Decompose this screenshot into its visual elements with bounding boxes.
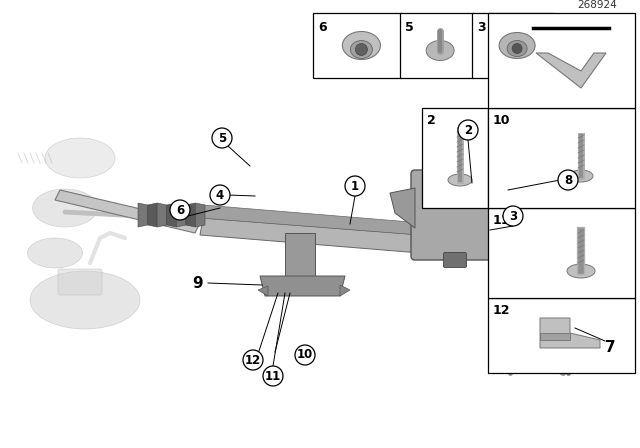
Polygon shape <box>200 205 423 235</box>
Text: 1: 1 <box>351 180 359 193</box>
Polygon shape <box>540 318 600 348</box>
Ellipse shape <box>33 189 97 227</box>
Circle shape <box>345 176 365 196</box>
Circle shape <box>458 120 478 140</box>
FancyBboxPatch shape <box>444 253 467 267</box>
Text: 8: 8 <box>564 173 572 186</box>
Polygon shape <box>420 198 431 225</box>
Bar <box>488 208 635 298</box>
Circle shape <box>210 185 230 205</box>
Circle shape <box>295 345 315 365</box>
Polygon shape <box>431 198 444 225</box>
Polygon shape <box>200 218 423 253</box>
Bar <box>488 108 635 208</box>
Polygon shape <box>148 203 157 227</box>
Ellipse shape <box>567 264 595 278</box>
Polygon shape <box>195 203 205 227</box>
Ellipse shape <box>28 238 83 268</box>
Text: 11: 11 <box>493 214 511 227</box>
Text: 2: 2 <box>464 124 472 137</box>
Circle shape <box>212 128 232 148</box>
FancyBboxPatch shape <box>411 170 514 260</box>
Circle shape <box>170 200 190 220</box>
Polygon shape <box>166 203 176 227</box>
Polygon shape <box>176 203 186 227</box>
Text: 4: 4 <box>216 189 224 202</box>
FancyBboxPatch shape <box>506 197 528 215</box>
Ellipse shape <box>569 170 593 182</box>
Polygon shape <box>285 233 315 278</box>
Text: 2: 2 <box>427 114 436 127</box>
Polygon shape <box>467 198 478 225</box>
Polygon shape <box>55 190 200 233</box>
Circle shape <box>243 350 263 370</box>
Polygon shape <box>390 188 415 228</box>
Bar <box>472 13 554 78</box>
Text: 6: 6 <box>176 203 184 216</box>
FancyBboxPatch shape <box>432 143 493 181</box>
Ellipse shape <box>45 138 115 178</box>
Text: 3: 3 <box>509 210 517 223</box>
Text: 3: 3 <box>477 21 486 34</box>
Bar <box>488 298 635 373</box>
Text: 11: 11 <box>265 370 281 383</box>
Text: 12: 12 <box>245 353 261 366</box>
Ellipse shape <box>351 40 372 59</box>
Text: 9: 9 <box>193 276 204 290</box>
Circle shape <box>512 43 522 53</box>
Ellipse shape <box>507 40 527 56</box>
Text: 10: 10 <box>297 349 313 362</box>
Polygon shape <box>340 285 350 296</box>
Ellipse shape <box>426 40 454 60</box>
FancyBboxPatch shape <box>58 269 102 295</box>
Polygon shape <box>260 276 345 296</box>
Text: 5: 5 <box>218 132 226 145</box>
Polygon shape <box>478 198 490 225</box>
Polygon shape <box>444 198 455 225</box>
Polygon shape <box>186 203 195 227</box>
Bar <box>422 108 488 208</box>
Bar <box>313 13 401 78</box>
Polygon shape <box>455 198 467 225</box>
Circle shape <box>503 206 523 226</box>
Text: 5: 5 <box>405 21 413 34</box>
Text: 12: 12 <box>493 304 511 317</box>
Text: 10: 10 <box>493 114 511 127</box>
Polygon shape <box>540 333 570 340</box>
Text: 7: 7 <box>605 340 615 356</box>
FancyBboxPatch shape <box>506 217 528 235</box>
Ellipse shape <box>342 31 380 60</box>
Text: 268924: 268924 <box>577 0 617 10</box>
Circle shape <box>355 43 367 56</box>
Polygon shape <box>258 286 268 296</box>
Bar <box>400 13 473 78</box>
Polygon shape <box>138 203 148 227</box>
Bar <box>488 13 635 108</box>
Ellipse shape <box>448 174 472 186</box>
Ellipse shape <box>30 271 140 329</box>
Polygon shape <box>536 53 606 88</box>
Ellipse shape <box>499 33 535 59</box>
Circle shape <box>263 366 283 386</box>
Text: 6: 6 <box>318 21 326 34</box>
Circle shape <box>558 170 578 190</box>
Polygon shape <box>157 203 166 227</box>
